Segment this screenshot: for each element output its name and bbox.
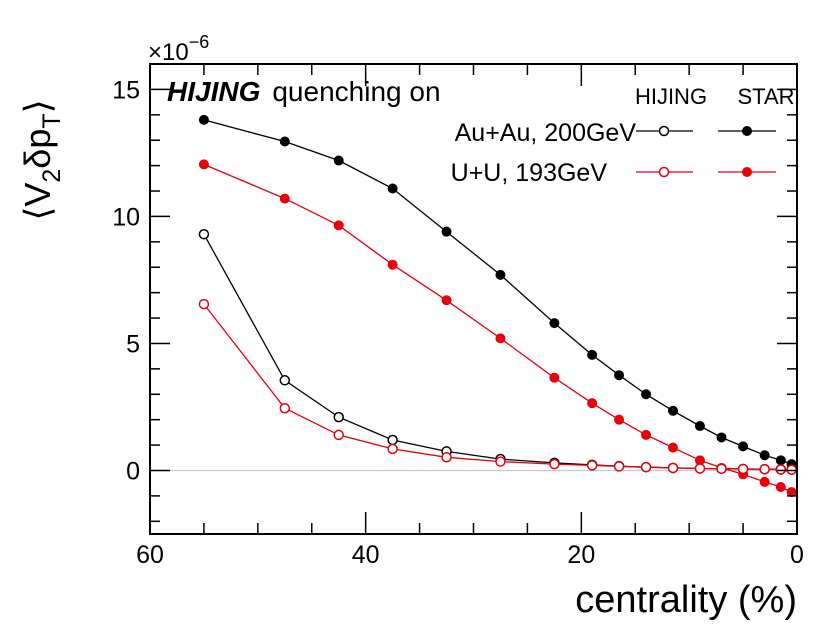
data-point: [667, 405, 678, 416]
data-point: [759, 463, 770, 475]
series-line: [203, 163, 792, 493]
data-point: [279, 375, 291, 386]
data-point: [613, 461, 625, 472]
data-point: [640, 461, 652, 473]
legend-label-auau: Au+Au, 200GeV: [455, 119, 637, 147]
data-point: [198, 159, 209, 170]
data-point: [333, 220, 344, 231]
legend-header-hijing: HIJING: [635, 84, 707, 109]
data-point: [279, 136, 290, 147]
data-point: [716, 463, 727, 474]
data-point: [441, 226, 452, 237]
series-1: [198, 159, 797, 498]
data-point: [614, 414, 625, 425]
data-point: [441, 295, 452, 306]
series-0: [198, 114, 797, 470]
data-point: [775, 455, 786, 466]
data-point: [387, 434, 398, 446]
y-multiplier-base: ×10: [148, 39, 189, 66]
data-point: [387, 183, 398, 194]
data-point: [587, 398, 598, 409]
tick-layer: [149, 63, 798, 534]
data-point: [786, 464, 797, 475]
data-point: [716, 432, 727, 443]
legend-label-uu: U+U, 193GeV: [451, 159, 608, 187]
data-point: [641, 389, 652, 400]
data-point: [279, 402, 291, 414]
data-point: [279, 193, 290, 204]
y-label-sub-T: T: [38, 113, 66, 128]
data-point: [759, 476, 770, 487]
series-line: [203, 303, 792, 471]
x-tick-label: 0: [790, 541, 804, 569]
data-point: [387, 443, 398, 455]
y-tick-label: 10: [112, 203, 140, 231]
data-point: [694, 463, 706, 474]
legend-auau-hijing-marker: [658, 125, 670, 137]
x-tick-label: 60: [136, 541, 164, 569]
data-point: [549, 318, 560, 329]
series-3: [198, 298, 797, 475]
x-axis-label: centrality (%): [575, 579, 797, 621]
data-point: [694, 421, 705, 432]
data-point: [495, 456, 506, 467]
y-tick-label: 0: [126, 457, 140, 485]
x-tick-label: 40: [352, 541, 380, 569]
legend-uu-hijing-marker: [658, 166, 670, 178]
data-point: [333, 155, 344, 166]
data-point: [333, 411, 344, 423]
x-tick-label: 20: [567, 541, 595, 569]
y-multiplier-exponent: −6: [189, 32, 210, 52]
y-tick-label: 15: [112, 76, 140, 104]
data-point: [586, 460, 598, 471]
data-point: [333, 429, 344, 441]
data-point: [759, 450, 770, 461]
annotation-hijing: HIJING: [167, 76, 260, 107]
legend-auau-star-marker: [742, 126, 752, 136]
y-tick-labels: 0 5 10 15: [112, 76, 140, 485]
series-layer: [198, 114, 797, 498]
annotation: HIJING quenching on: [167, 76, 441, 107]
data-point: [198, 114, 209, 125]
data-point: [775, 464, 787, 475]
data-point: [549, 458, 560, 470]
y-multiplier: ×10−6: [148, 32, 209, 66]
y-label-sub-2: 2: [38, 169, 66, 183]
data-point: [441, 452, 452, 463]
y-label-dp: δp: [17, 129, 58, 169]
data-point: [587, 349, 598, 360]
data-point: [495, 269, 506, 280]
data-point: [198, 298, 210, 310]
data-point: [667, 442, 678, 453]
data-point: [775, 482, 786, 492]
annotation-quenching: quenching on: [272, 76, 440, 107]
legend-header-star: STAR: [737, 84, 794, 109]
data-point: [641, 429, 652, 440]
data-point: [737, 463, 749, 475]
y-axis-label: ⟨V2δpT⟩: [17, 99, 66, 220]
data-point: [549, 372, 560, 383]
series-2: [198, 228, 797, 475]
data-point: [738, 441, 749, 452]
data-point: [387, 259, 398, 270]
data-point: [667, 462, 679, 474]
legend-uu-star-marker: [742, 167, 752, 177]
data-point: [198, 228, 210, 240]
y-label-open: ⟨V: [17, 183, 58, 221]
x-tick-labels: 60 40 20 0: [136, 541, 804, 569]
data-point: [614, 370, 625, 381]
data-point: [495, 333, 506, 344]
series-line: [203, 233, 792, 471]
y-label-close: ⟩: [17, 99, 58, 113]
legend: HIJING STAR Au+Au, 200GeV U+U, 193GeV: [451, 84, 795, 187]
y-tick-label: 5: [126, 330, 140, 358]
